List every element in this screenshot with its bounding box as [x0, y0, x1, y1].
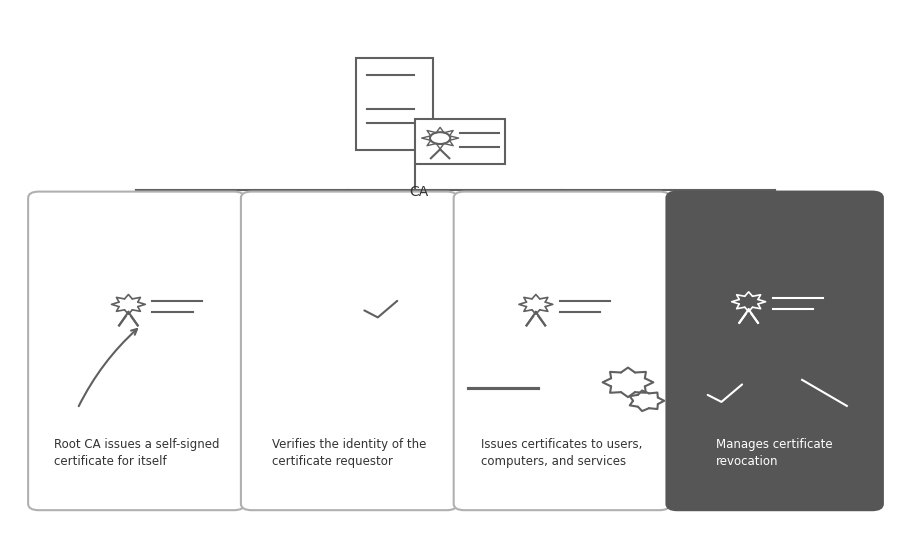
- FancyBboxPatch shape: [454, 191, 670, 510]
- Text: CA: CA: [410, 185, 429, 199]
- FancyBboxPatch shape: [28, 191, 244, 510]
- FancyBboxPatch shape: [415, 119, 506, 164]
- Text: Issues certificates to users,
computers, and services: Issues certificates to users, computers,…: [481, 438, 642, 469]
- FancyBboxPatch shape: [356, 58, 433, 150]
- FancyBboxPatch shape: [667, 191, 883, 510]
- Text: Verifies the identity of the
certificate requestor: Verifies the identity of the certificate…: [271, 438, 426, 469]
- FancyBboxPatch shape: [241, 191, 457, 510]
- Text: Root CA issues a self-signed
certificate for itself: Root CA issues a self-signed certificate…: [54, 438, 219, 469]
- Text: Manages certificate
revocation: Manages certificate revocation: [716, 438, 833, 469]
